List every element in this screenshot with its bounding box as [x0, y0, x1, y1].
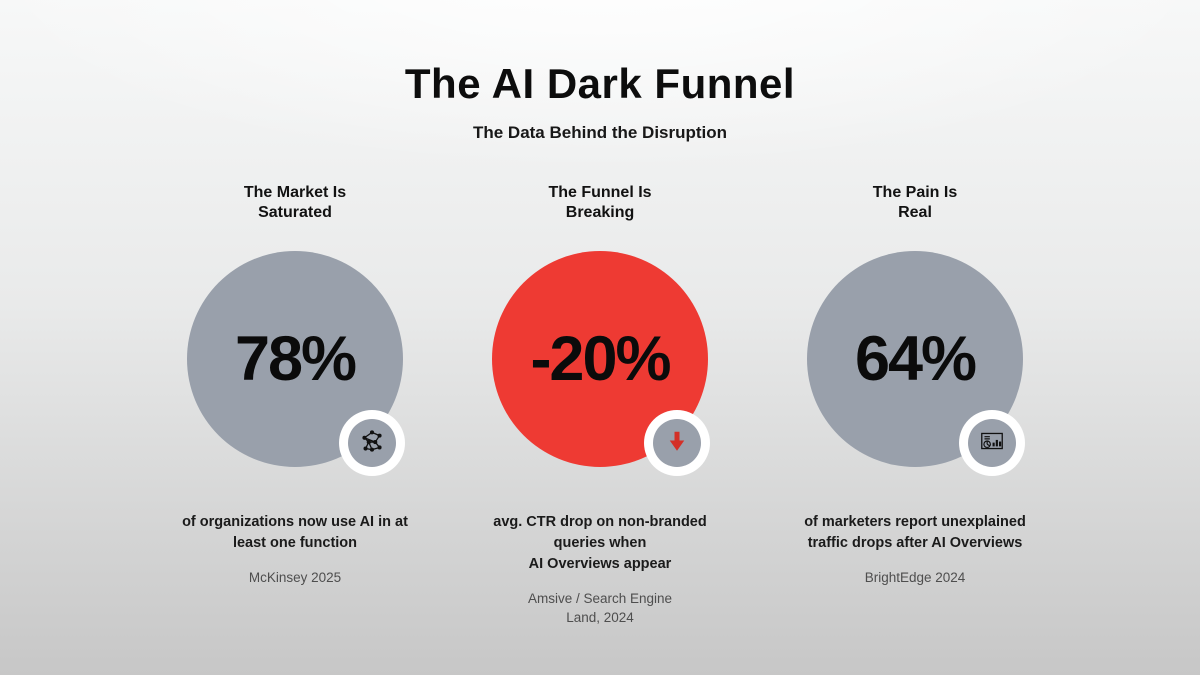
- stat-badge: [644, 410, 710, 476]
- column-heading: The Market Is Saturated: [125, 183, 465, 223]
- down-arrow-icon: [664, 428, 690, 459]
- stat-column-market-saturated: The Market Is Saturated 78%: [125, 183, 465, 587]
- stat-description-line: of organizations now use AI in at: [182, 514, 408, 530]
- stat-column-funnel-breaking: The Funnel Is Breaking -20% avg. CTR dro…: [430, 183, 770, 627]
- column-heading-line: The Pain Is: [872, 184, 958, 201]
- column-heading-line: The Funnel Is: [548, 184, 652, 201]
- stat-circle-wrap: 78%: [187, 251, 405, 476]
- stat-source-line: Amsive / Search Engine: [527, 591, 673, 606]
- stat-description: avg. CTR drop on non-branded queries whe…: [430, 512, 770, 575]
- stat-source: Amsive / Search Engine Land, 2024: [430, 589, 770, 627]
- stat-source-line: BrightEdge 2024: [864, 570, 966, 585]
- page-title: The AI Dark Funnel: [404, 60, 796, 107]
- page-subtitle: The Data Behind the Disruption: [472, 123, 728, 142]
- stat-badge-inner: [968, 419, 1016, 467]
- stat-description-line: AI Overviews appear: [528, 556, 672, 572]
- stat-source-line: Land, 2024: [566, 610, 634, 625]
- column-heading-line: Real: [898, 204, 932, 221]
- stat-description-line: least one function: [232, 535, 358, 551]
- stat-badge-inner: [653, 419, 701, 467]
- column-heading-line: The Market Is: [243, 184, 347, 201]
- stat-badge: [959, 410, 1025, 476]
- stat-circle: 78%: [187, 251, 403, 467]
- stat-description-line: of marketers report unexplained: [804, 514, 1026, 530]
- stat-value: 78%: [234, 324, 357, 394]
- column-heading-line: Breaking: [565, 204, 635, 221]
- column-heading: The Funnel Is Breaking: [430, 183, 770, 223]
- network-graph-icon: [358, 427, 386, 460]
- stat-description: of marketers report unexplained traffic …: [745, 512, 1085, 554]
- stat-value: -20%: [530, 324, 671, 394]
- stat-description-line: queries when: [553, 535, 647, 551]
- stat-circle-wrap: 64%: [807, 251, 1025, 476]
- stat-source: McKinsey 2025: [125, 568, 465, 587]
- stat-source: BrightEdge 2024: [745, 568, 1085, 587]
- stat-column-pain-real: The Pain Is Real 64%: [745, 183, 1085, 587]
- stat-value: 64%: [854, 324, 977, 394]
- stat-badge: [339, 410, 405, 476]
- analytics-dashboard-icon: [978, 427, 1006, 460]
- stat-source-line: McKinsey 2025: [248, 570, 342, 585]
- column-heading-line: Saturated: [258, 204, 332, 221]
- stat-circle-wrap: -20%: [492, 251, 710, 476]
- column-heading: The Pain Is Real: [745, 183, 1085, 223]
- stat-description-line: avg. CTR drop on non-branded: [493, 514, 707, 530]
- stat-description-line: traffic drops after AI Overviews: [807, 535, 1023, 551]
- stat-badge-inner: [348, 419, 396, 467]
- stat-description: of organizations now use AI in at least …: [125, 512, 465, 554]
